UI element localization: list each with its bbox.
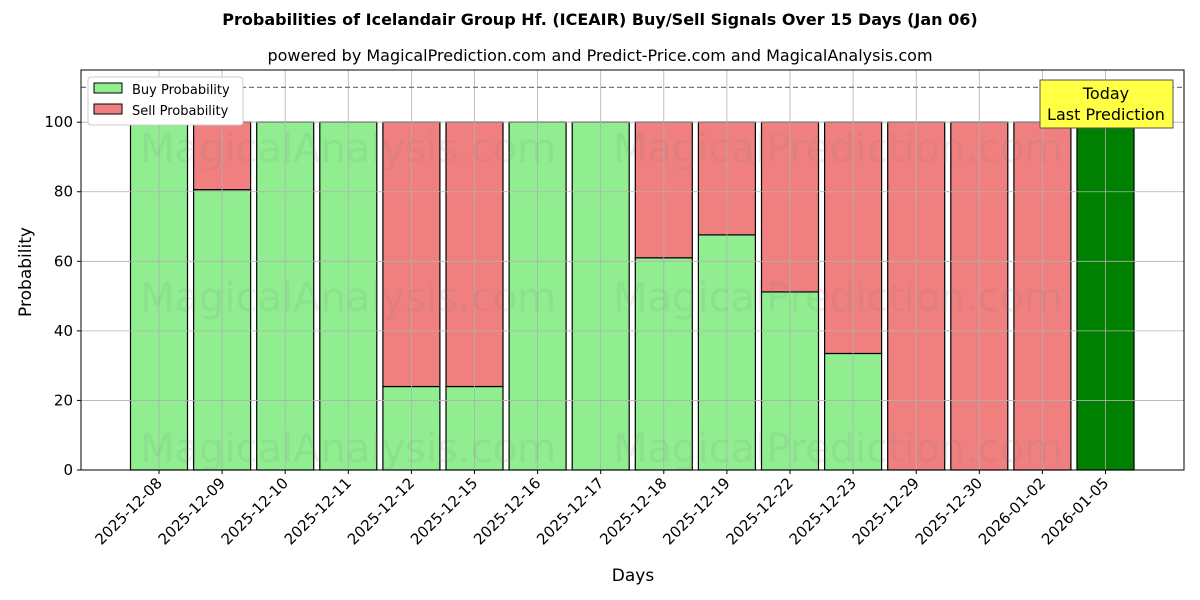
watermark: MagicalAnalysis.com [140,275,556,321]
y-tick-label: 0 [63,461,73,479]
x-tick-label: 2025-12-11 [281,474,355,548]
legend-swatch [93,103,123,115]
x-tick-label: 2025-12-10 [218,474,292,548]
x-tick-label: 2025-12-12 [344,474,418,548]
y-tick-label: 100 [44,113,73,131]
x-tick-label: 2026-01-02 [975,474,1049,548]
y-axis-label: Probability [16,227,36,317]
watermark: MagicalPrediction.com [613,275,1063,321]
x-tick-label: 2025-12-18 [596,474,670,548]
annotation-text: Today [1082,84,1129,103]
watermark: MagicalAnalysis.com [140,426,556,472]
x-tick-label: 2025-12-17 [533,474,607,548]
x-tick-label: 2025-12-16 [470,474,544,548]
x-tick-label: 2026-01-05 [1038,474,1112,548]
x-tick-label: 2025-12-09 [155,474,229,548]
x-tick-label: 2025-12-22 [722,474,796,548]
legend-box [87,76,244,126]
x-tick-label: 2025-12-30 [912,474,986,548]
y-tick-label: 40 [54,322,73,340]
x-tick-label: 2025-12-29 [849,474,923,548]
watermark: MagicalAnalysis.com [140,126,556,172]
y-tick-label: 20 [54,391,73,409]
x-tick-label: 2025-12-15 [407,474,481,548]
annotation-box [1039,79,1174,129]
watermark: MagicalPrediction.com [613,426,1063,472]
legend-label: Buy Probability [132,83,230,98]
x-tick-label: 2025-12-23 [786,474,860,548]
y-tick-label: 80 [54,183,73,201]
watermark: MagicalPrediction.com [613,126,1063,172]
chart-title: Probabilities of Icelandair Group Hf. (I… [222,10,978,29]
annotation-text: Last Prediction [1047,105,1165,124]
x-axis-label: Days [612,566,655,586]
legend-label: Sell Probability [132,104,229,119]
x-tick-label: 2025-12-08 [91,474,165,548]
y-tick-label: 60 [54,252,73,270]
legend-swatch [93,82,123,94]
chart-subtitle: powered by MagicalPrediction.com and Pre… [267,46,933,65]
x-tick-label: 2025-12-19 [659,474,733,548]
plot-frame [80,69,1185,471]
